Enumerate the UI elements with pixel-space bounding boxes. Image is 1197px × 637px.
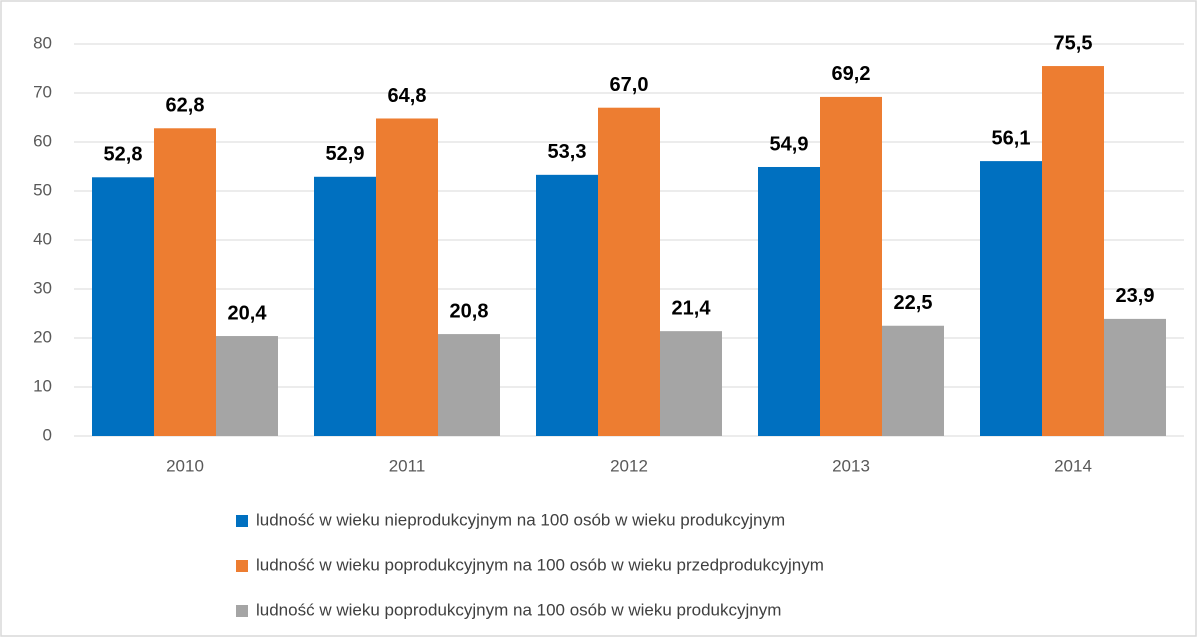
legend-swatch — [236, 515, 248, 527]
value-label: 21,4 — [672, 297, 712, 319]
value-label: 62,8 — [166, 95, 205, 117]
y-tick-label: 20 — [33, 327, 52, 346]
legend-swatch — [236, 605, 248, 617]
y-tick-label: 80 — [33, 33, 52, 52]
bar — [92, 177, 154, 436]
bar — [980, 161, 1042, 437]
y-tick-label: 40 — [33, 229, 52, 248]
legend-label: ludność w wieku poprodukcyjnym na 100 os… — [256, 600, 781, 619]
value-label: 67,0 — [610, 74, 649, 96]
value-label: 69,2 — [832, 63, 871, 85]
x-tick-label: 2012 — [610, 456, 648, 475]
value-label: 75,5 — [1054, 32, 1093, 54]
x-tick-label: 2014 — [1054, 456, 1092, 475]
y-tick-label: 30 — [33, 278, 52, 297]
x-tick-label: 2013 — [832, 456, 870, 475]
value-label: 20,8 — [450, 300, 489, 322]
bar — [376, 118, 438, 436]
value-label: 56,1 — [992, 127, 1031, 149]
value-label: 64,8 — [388, 85, 427, 107]
bar — [660, 331, 722, 436]
value-label: 52,8 — [104, 144, 143, 166]
bar — [882, 325, 944, 436]
value-label: 52,9 — [326, 143, 365, 165]
y-tick-label: 10 — [33, 376, 52, 395]
bar — [314, 176, 376, 437]
bar — [758, 166, 820, 437]
bar — [536, 174, 598, 436]
x-tick-label: 2011 — [389, 456, 426, 475]
bar — [154, 128, 216, 436]
value-label: 23,9 — [1116, 285, 1155, 307]
bar — [1042, 66, 1104, 437]
y-tick-label: 50 — [33, 180, 52, 199]
x-tick-label: 2010 — [166, 456, 204, 475]
value-label: 53,3 — [548, 141, 587, 163]
bar — [598, 107, 660, 436]
bar — [216, 336, 278, 436]
bar — [438, 334, 500, 436]
legend-label: ludność w wieku poprodukcyjnym na 100 os… — [256, 555, 824, 574]
y-tick-label: 60 — [33, 131, 52, 150]
value-label: 22,5 — [894, 292, 933, 314]
bar — [1104, 318, 1166, 436]
bar — [820, 96, 882, 437]
y-tick-label: 70 — [33, 82, 52, 101]
legend-swatch — [236, 560, 248, 572]
value-label: 54,9 — [770, 133, 809, 155]
value-label: 20,4 — [228, 302, 268, 324]
legend-label: ludność w wieku nieprodukcyjnym na 100 o… — [256, 510, 785, 529]
y-tick-label: 0 — [43, 425, 52, 444]
